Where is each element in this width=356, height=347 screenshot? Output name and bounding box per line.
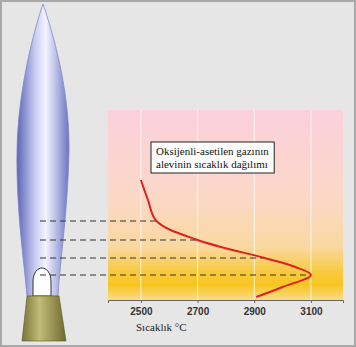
tick-label: 2500: [130, 306, 153, 317]
grid: [141, 110, 311, 300]
grid-line: [197, 110, 198, 300]
grid-line: [254, 110, 255, 300]
nozzle: [22, 296, 66, 341]
axis-line: [109, 301, 344, 304]
tick: 2700: [187, 300, 210, 317]
guide-line: [40, 240, 198, 241]
flame: [17, 4, 69, 296]
temperature-curve: [141, 180, 311, 297]
tick: 2900: [244, 300, 267, 317]
grid-line: [140, 110, 141, 300]
tick-mark: [311, 300, 312, 303]
guide-line: [40, 221, 156, 222]
tick-label: 2700: [187, 306, 210, 317]
guide-lines: [40, 221, 311, 275]
x-axis: 2500 2700 2900 3100: [109, 300, 344, 317]
inner-cone: [33, 268, 51, 296]
tick-label: 2900: [244, 306, 267, 317]
tick-label: 3100: [300, 306, 323, 317]
chart: 2500 2700 2900 3100 Sıcaklık °C Oksijenli-ase…: [0, 0, 356, 347]
tick-mark: [141, 300, 142, 303]
tick-mark: [198, 300, 199, 303]
plot-background: [108, 110, 343, 300]
title: Oksijenli-asetilen gazınınalevinin sıcak…: [156, 145, 269, 170]
title-box: Oksijenli-asetilen gazınınalevinin sıcak…: [151, 142, 274, 173]
tick: 3100: [300, 300, 323, 317]
axis-title: Sıcaklık °C: [136, 321, 187, 333]
marks: [141, 180, 311, 297]
tick: 2500: [130, 300, 153, 317]
guide-line: [40, 258, 264, 259]
tick-mark: [254, 300, 255, 303]
grid-line: [310, 110, 311, 300]
frame: [1, 1, 355, 346]
guide-line: [40, 275, 311, 276]
title-frame: [151, 142, 274, 173]
